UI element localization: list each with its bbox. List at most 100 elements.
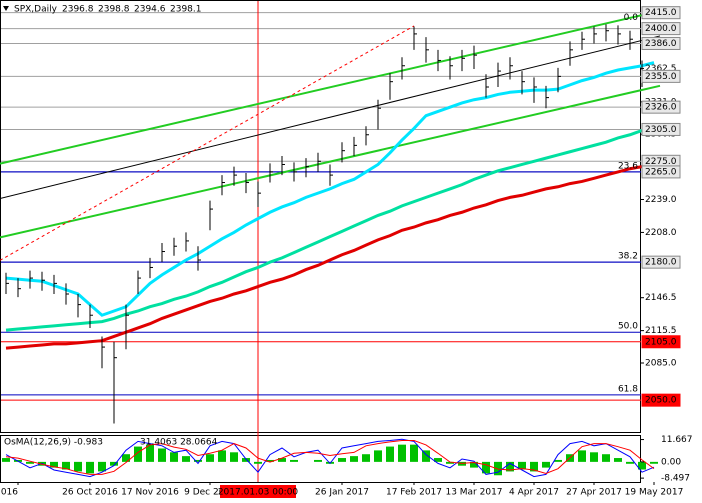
x-tick-label: 4 Oct 2016 xyxy=(0,488,18,498)
level-box xyxy=(641,36,681,50)
osc-bar xyxy=(218,450,226,462)
osc-bar xyxy=(290,459,298,462)
level-box xyxy=(641,393,681,407)
y-tick-label: 2085.0 xyxy=(645,358,677,368)
y-tick-label: 2362.5 xyxy=(645,64,677,74)
osc-bar xyxy=(578,450,586,462)
level-label: 2355.0 xyxy=(645,72,677,82)
osc-bar xyxy=(146,444,154,462)
osc-bar xyxy=(518,461,526,470)
osc-bar xyxy=(350,456,358,462)
fib-label: 23.6 xyxy=(618,161,638,171)
osc-bar xyxy=(434,458,442,462)
osc-bar xyxy=(362,454,370,462)
level-label: 2050.0 xyxy=(645,396,677,406)
osc-bar xyxy=(602,454,610,462)
fib-label: 0.0 xyxy=(624,13,639,23)
x-tick-label: 26 Oct 2016 xyxy=(62,488,118,498)
x-tick-label: 4 Apr 2017 xyxy=(509,488,559,498)
level-label: 2326.0 xyxy=(645,103,677,113)
level-box xyxy=(641,6,681,20)
y-tick-label: 2239.0 xyxy=(645,195,677,205)
osc-bar xyxy=(86,461,94,474)
osc-bar xyxy=(422,450,430,462)
osc-bar xyxy=(50,461,58,468)
level-box xyxy=(641,255,681,269)
moving-average xyxy=(5,161,655,350)
osc-bar xyxy=(542,461,550,468)
title-arrow xyxy=(3,6,9,11)
osc-bar xyxy=(98,461,106,472)
osc-bar xyxy=(74,461,82,472)
osc-bar xyxy=(386,446,394,462)
price-panel xyxy=(0,0,641,433)
osc-bar xyxy=(158,448,166,462)
osc-bar xyxy=(110,461,118,466)
osc-bar xyxy=(410,444,418,462)
level-box xyxy=(641,69,681,83)
level-label: 2400.0 xyxy=(645,24,677,34)
header-value: 2398.8 xyxy=(98,5,130,15)
osc-bar xyxy=(626,461,634,464)
osc-bar xyxy=(2,458,10,462)
osc-bar xyxy=(470,461,478,468)
osc-bar xyxy=(122,454,130,462)
x-tick-label: 13 Mar 2017 xyxy=(445,488,502,498)
oscillator-panel xyxy=(0,435,641,483)
crosshair-box xyxy=(220,485,296,498)
osc-title: OsMA(12,26,9) -0.983 xyxy=(4,438,103,448)
osc-bar xyxy=(182,456,190,462)
osc-tick-label: -8.497 xyxy=(661,474,690,484)
trendline xyxy=(0,10,661,165)
osc-bar xyxy=(554,459,562,462)
osc-bar xyxy=(278,458,286,462)
osc-bar xyxy=(638,461,646,470)
level-label: 2305.0 xyxy=(645,125,677,135)
level-label: 2275.0 xyxy=(645,157,677,167)
osc-bar xyxy=(338,458,346,462)
osc-bar xyxy=(254,461,262,464)
trendline xyxy=(0,84,661,239)
y-tick-label: 2146.5 xyxy=(645,293,677,303)
osc-readout: 31.4063 28.0664 xyxy=(140,438,218,448)
y-tick-label: 2208.0 xyxy=(645,228,677,238)
osc-line xyxy=(5,438,655,478)
osc-bar xyxy=(26,461,34,464)
osc-tick-label: 0.00 xyxy=(661,457,681,467)
osc-bar xyxy=(650,461,658,464)
plot-layer xyxy=(0,1,661,482)
header-value: 2398.1 xyxy=(170,5,202,15)
level-label: 2180.0 xyxy=(645,258,677,268)
level-label: 2386.0 xyxy=(645,39,677,49)
level-label: 2415.0 xyxy=(645,8,677,18)
moving-average xyxy=(5,125,655,332)
osc-bar xyxy=(134,446,142,462)
header-value: 2394.6 xyxy=(134,5,166,15)
level-box xyxy=(641,335,681,349)
level-box xyxy=(641,100,681,114)
osc-bar xyxy=(206,454,214,462)
osc-bar xyxy=(266,459,274,462)
level-box xyxy=(641,165,681,179)
osc-bar xyxy=(482,461,490,474)
fib-label: 38.2 xyxy=(618,252,638,262)
crosshair-label: 2017.01.03 00:00 xyxy=(218,488,299,498)
osc-bar xyxy=(62,461,70,470)
x-tick-label: 26 Jan 2017 xyxy=(315,488,369,498)
osc-bar xyxy=(374,450,382,462)
osc-bar xyxy=(194,459,202,462)
osc-bar xyxy=(590,452,598,462)
fib-label: 50.0 xyxy=(618,322,638,332)
header-value: 2396.8 xyxy=(62,5,94,15)
level-label: 2265.0 xyxy=(645,167,677,177)
level-label: 2105.0 xyxy=(645,337,677,347)
x-tick-label: 27 Apr 2017 xyxy=(566,488,622,498)
osc-bar xyxy=(506,461,514,472)
osc-bar xyxy=(614,458,622,462)
osc-bar xyxy=(314,459,322,462)
x-tick-label: 9 Dec 2016 xyxy=(184,488,236,498)
osc-bar xyxy=(530,461,538,472)
x-tick-label: 19 May 2017 xyxy=(625,488,684,498)
osc-bar xyxy=(242,458,250,462)
